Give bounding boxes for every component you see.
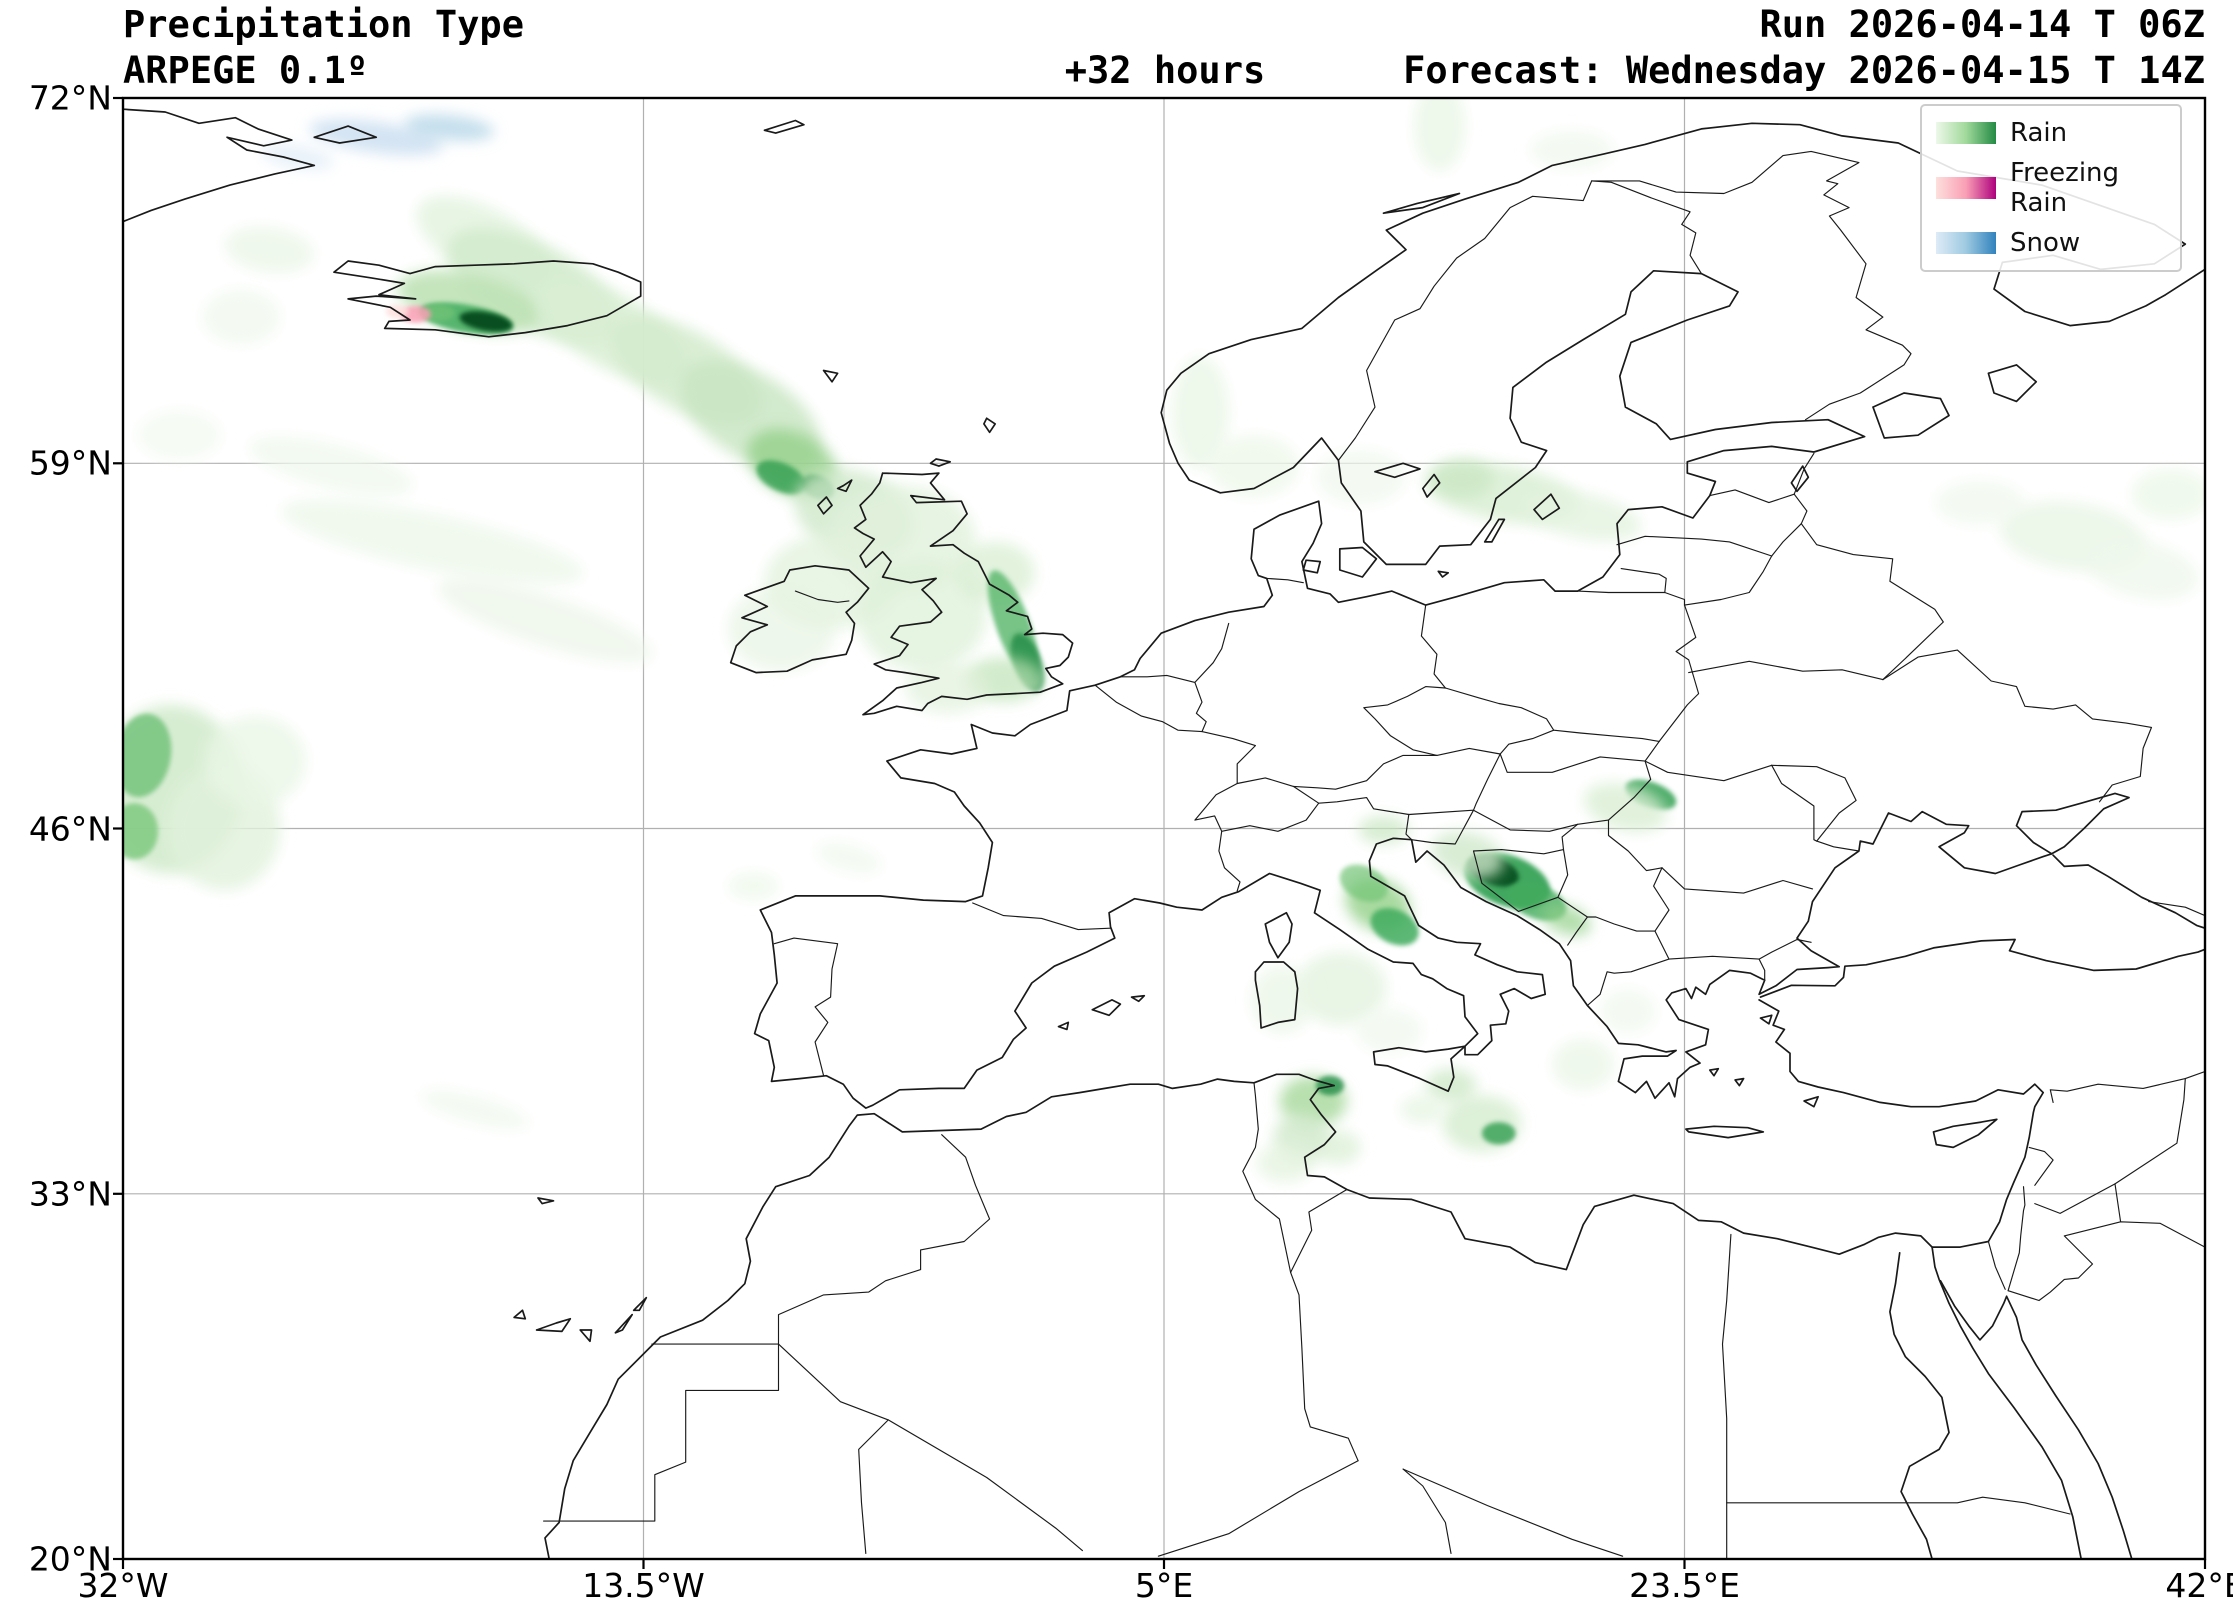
- legend-item-rain: Rain: [1936, 118, 2166, 148]
- axis-ticks: [113, 96, 2207, 1569]
- legend-label: Freezing Rain: [2010, 158, 2120, 218]
- lead-time-label: +32 hours: [1064, 49, 1266, 92]
- lat-tick-label: 33°N: [28, 1174, 112, 1214]
- legend-box: Rain Freezing Rain Snow: [1920, 104, 2182, 272]
- forecast-label: Forecast: Wednesday 2026-04-15 T 14Z: [1403, 49, 2205, 92]
- freezing-rain-gradient-swatch: [1936, 177, 1996, 199]
- rain-gradient-swatch: [1936, 122, 1996, 144]
- model-label: ARPEGE 0.1º: [123, 49, 369, 92]
- figure-title: Precipitation Type: [123, 3, 524, 46]
- lon-tick-label: 32°W: [77, 1566, 169, 1604]
- lat-tick-label: 72°N: [28, 78, 112, 118]
- lon-tick-label: 42°E: [2165, 1566, 2233, 1604]
- coastlines: [123, 108, 2205, 1559]
- lat-tick-label: 20°N: [28, 1539, 112, 1579]
- snow-gradient-swatch: [1936, 232, 1996, 254]
- lon-tick-label: 5°E: [1134, 1566, 1194, 1604]
- country-borders: [543, 150, 2205, 1559]
- legend-item-snow: Snow: [1936, 228, 2166, 258]
- lat-tick-label: 46°N: [28, 809, 112, 848]
- run-label: Run 2026-04-14 T 06Z: [1759, 3, 2205, 46]
- legend-label: Snow: [2010, 228, 2081, 258]
- legend-label: Rain: [2010, 118, 2068, 148]
- precipitation-layer: [123, 98, 2205, 1183]
- legend-item-freezing-rain: Freezing Rain: [1936, 158, 2166, 218]
- graticule: [123, 98, 2205, 1559]
- lat-tick-label: 59°N: [28, 443, 112, 483]
- lon-tick-label: 23.5°E: [1629, 1566, 1740, 1604]
- lon-tick-label: 13.5°W: [582, 1566, 705, 1604]
